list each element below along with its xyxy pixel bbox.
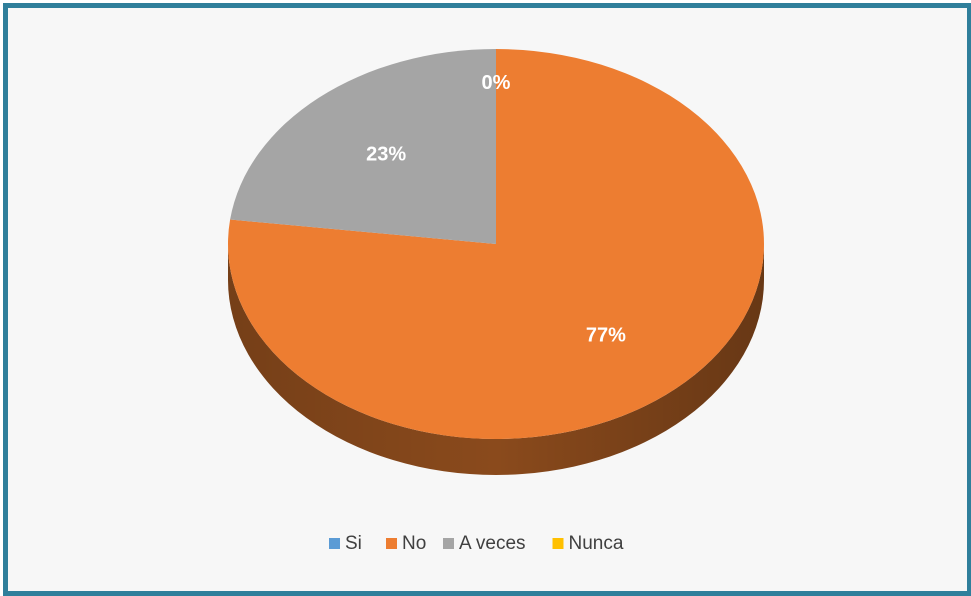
legend: Si No A veces Nunca [329, 533, 624, 554]
legend-label-si: Si [345, 533, 362, 554]
pie-slices [228, 49, 765, 439]
pie-chart: 0% 77% 23% Si No A veces Nunca [228, 49, 765, 554]
pie-slice-a-veces[interactable] [230, 49, 496, 244]
pie-side-shade-no [228, 244, 764, 475]
pie-sides [228, 244, 764, 475]
data-label-no: 77% [586, 325, 626, 347]
data-label-si: 0% [482, 72, 511, 94]
legend-label-a-veces: A veces [459, 533, 526, 554]
pie-slice-no[interactable] [228, 49, 765, 439]
legend-swatch-no [386, 538, 397, 549]
legend-swatch-nunca [552, 538, 564, 549]
data-labels: 0% 77% 23% [366, 72, 626, 347]
legend-swatch-a-veces [443, 538, 454, 549]
chart-area: 0% 77% 23% Si No A veces Nunca [9, 12, 962, 588]
data-label-a-veces: 23% [366, 143, 406, 165]
legend-label-nunca: Nunca [569, 533, 624, 554]
legend-swatch-si [329, 538, 340, 549]
legend-label-no: No [402, 533, 426, 554]
